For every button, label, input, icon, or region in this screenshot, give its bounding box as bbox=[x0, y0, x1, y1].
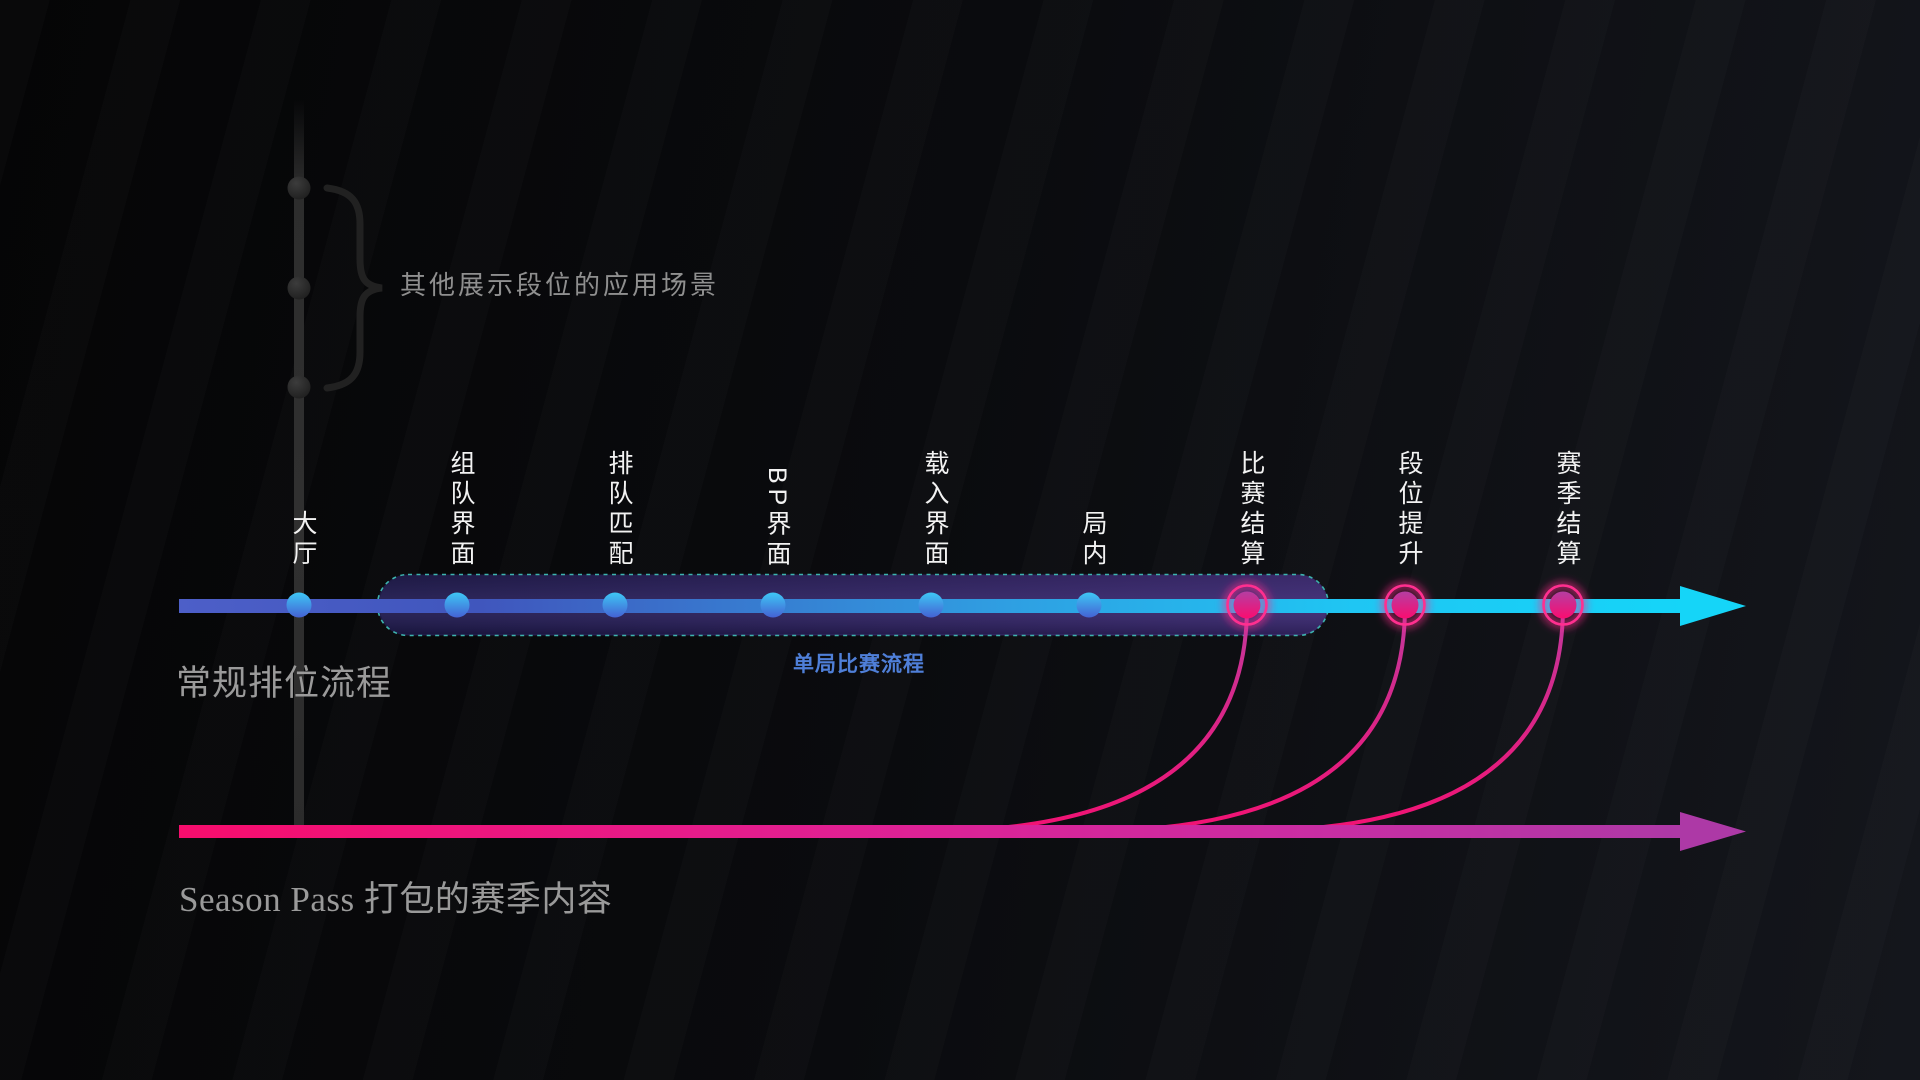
node-dot-loading-ui bbox=[918, 592, 944, 618]
pink-node-core bbox=[1549, 591, 1577, 619]
ranked-flow-arrowhead-icon bbox=[1680, 586, 1746, 626]
node-dot-season-result bbox=[1539, 581, 1587, 629]
node-label-rank-up: 段位提升 bbox=[1395, 450, 1423, 570]
brace-icon bbox=[323, 184, 383, 392]
pink-node-ring bbox=[1384, 584, 1426, 626]
node-dot-rank-up bbox=[1381, 581, 1429, 629]
pink-node-core bbox=[1391, 591, 1419, 619]
bracket-note: 其他展示段位的应用场景 bbox=[400, 271, 720, 300]
node-label-season-result: 赛季结算 bbox=[1553, 450, 1581, 570]
node-dot-matchmaking bbox=[602, 592, 628, 618]
rank-axis-dot bbox=[287, 276, 311, 300]
node-dot-match-result bbox=[1223, 581, 1271, 629]
node-label-ingame: 局内 bbox=[1079, 510, 1107, 570]
ranked-flow-label: 常规排位流程 bbox=[176, 664, 393, 703]
rank-axis-line bbox=[294, 100, 304, 828]
node-label-bp-ui: BP界面 bbox=[763, 466, 791, 570]
node-dot-ingame bbox=[1076, 592, 1102, 618]
node-label-team-ui: 组队界面 bbox=[447, 450, 475, 570]
pink-node-ring bbox=[1226, 584, 1268, 626]
node-dot-lobby bbox=[286, 592, 312, 618]
node-label-matchmaking: 排队匹配 bbox=[605, 450, 633, 570]
season-link-curve bbox=[928, 605, 1249, 833]
season-flow-label: Season Pass 打包的赛季内容 bbox=[179, 880, 613, 919]
season-flow-arrowhead-icon bbox=[1680, 812, 1746, 851]
node-label-loading-ui: 载入界面 bbox=[921, 450, 949, 570]
pink-node-core bbox=[1233, 591, 1261, 619]
node-dot-bp-ui bbox=[760, 592, 786, 618]
node-dot-team-ui bbox=[444, 592, 470, 618]
node-label-match-result: 比赛结算 bbox=[1237, 450, 1265, 570]
node-label-lobby: 大厅 bbox=[289, 510, 317, 570]
pink-node-ring bbox=[1542, 584, 1584, 626]
season-flow-line bbox=[179, 825, 1686, 838]
match-group-label: 单局比赛流程 bbox=[793, 653, 925, 676]
rank-axis-dot bbox=[287, 176, 311, 200]
rank-axis-dot bbox=[287, 375, 311, 399]
